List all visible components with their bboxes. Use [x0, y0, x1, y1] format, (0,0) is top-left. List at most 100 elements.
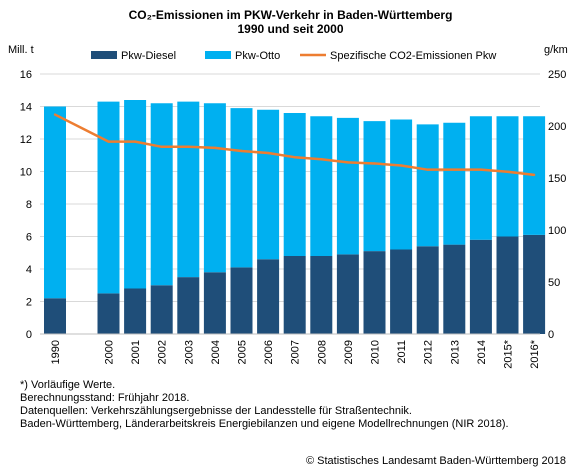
line-point	[213, 146, 217, 150]
footnotes: *) Vorläufige Werte. Berechnungsstand: F…	[20, 379, 509, 431]
x-tick-label: 2010	[370, 340, 382, 364]
chart-title-line1: CO₂-Emissionen im PKW-Verkehr in Baden-W…	[128, 8, 453, 22]
bar-diesel-2012	[416, 246, 439, 334]
line-point	[532, 173, 536, 177]
line-point	[453, 168, 456, 171]
bar-diesel-2007	[283, 256, 306, 334]
line-point	[346, 161, 350, 164]
left-tick-label: 14	[20, 102, 32, 114]
x-tick-label: 2012	[423, 340, 435, 364]
bar-diesel-2014	[469, 239, 492, 334]
x-tick-label: 2014	[476, 340, 488, 364]
left-tick-label: 12	[20, 134, 32, 146]
bar-otto-2001	[124, 100, 147, 289]
bar-otto-2006	[257, 109, 280, 260]
x-tick-label: 2016*	[529, 339, 541, 368]
line-point	[373, 162, 376, 165]
bar-otto-2015	[496, 116, 519, 237]
bar-otto-2009	[336, 117, 359, 255]
bar-otto-2002	[150, 103, 173, 286]
line-point	[266, 151, 270, 155]
line-point	[240, 149, 243, 153]
left-tick-label: 8	[26, 199, 32, 211]
bar-diesel-2006	[257, 259, 280, 334]
footnote-sources-continued: Baden-Württemberg, Länderarbeitskreis En…	[20, 418, 509, 430]
legend-item-diesel: Pkw-Diesel	[91, 50, 176, 62]
legend: Pkw-Diesel Pkw-Otto Spezifische CO2-Emissi…	[62, 38, 531, 72]
footnote-preliminary: *) Vorläufige Werte.	[20, 379, 116, 391]
bar-diesel-2004	[203, 272, 226, 334]
right-tick-label: 100	[548, 225, 566, 237]
left-tick-label: 4	[26, 264, 32, 276]
x-tick-label: 2015*	[503, 339, 515, 368]
line-point	[399, 164, 403, 167]
bar-diesel-2011	[390, 249, 413, 334]
bar-diesel-2015	[496, 236, 519, 334]
x-tick-label: 2011	[396, 340, 408, 364]
chart-title-line2: 1990 und seit 2000	[237, 22, 344, 36]
bar-otto-2010	[363, 121, 386, 252]
line-spezifische-co2	[54, 113, 535, 177]
x-tick-label: 2008	[316, 340, 328, 364]
line-point	[426, 168, 429, 171]
bar-otto-2012	[416, 124, 439, 247]
x-tick-label: 2000	[104, 340, 116, 364]
bar-diesel-2010	[363, 251, 386, 334]
bar-otto-2011	[390, 119, 413, 250]
x-tick-label: 2007	[290, 340, 302, 364]
x-tick-label: 2001	[130, 340, 142, 364]
right-tick-label: 150	[548, 173, 566, 185]
x-tick-label: 2003	[183, 340, 195, 364]
footnote-sources: Datenquellen: Verkehrszählungsergebnisse…	[20, 405, 412, 417]
legend-swatch	[205, 51, 231, 59]
legend-label: Spezifische CO2-Emissionen Pkw	[330, 50, 496, 62]
legend-item-otto: Pkw-Otto	[205, 50, 280, 62]
line-point	[293, 156, 296, 159]
bar-diesel-2000	[97, 293, 120, 334]
left-tick-label: 0	[26, 329, 32, 341]
bar-otto-2008	[310, 116, 333, 256]
bar-otto-2003	[177, 101, 200, 278]
left-tick-label: 16	[20, 69, 32, 81]
line-point	[320, 158, 323, 161]
chart-svg: 0 2 4 6 8 10 12 14 16 0 50 100 150 200 250 1990 2000 2001…	[19, 38, 567, 369]
left-axis-unit: Mill. t	[8, 44, 34, 56]
legend-background	[62, 38, 531, 72]
bar-otto-2014	[469, 116, 492, 240]
x-tick-label: 2006	[263, 340, 275, 364]
x-tick-label: 2013	[449, 340, 461, 364]
x-tick-label: 2005	[237, 340, 249, 364]
right-tick-label: 50	[548, 277, 560, 289]
bar-otto-2000	[97, 101, 120, 294]
bar-otto-1990	[44, 106, 66, 299]
legend-item-spezifisch: Spezifische CO2-Emissionen Pkw	[300, 50, 496, 62]
left-tick-label: 10	[20, 167, 32, 179]
bar-diesel-2013	[443, 244, 466, 334]
x-tick-label: 2004	[210, 340, 222, 364]
right-tick-label: 200	[548, 121, 566, 133]
chart-title: CO₂-Emissionen im PKW-Verkehr in Baden-W…	[0, 8, 581, 36]
line-point	[133, 140, 137, 143]
legend-label: Pkw-Otto	[235, 50, 280, 62]
line-point	[107, 140, 110, 143]
x-tick-label: 1990	[50, 340, 62, 364]
bar-otto-2005	[230, 108, 253, 268]
footnote-calculation-status: Berechnungsstand: Frühjahr 2018.	[20, 392, 190, 404]
line-point	[187, 145, 190, 148]
line-point	[53, 113, 57, 116]
line-point	[479, 168, 483, 171]
bar-diesel-1990	[44, 298, 66, 334]
bar-diesel-2009	[336, 254, 359, 334]
bar-diesel-2008	[310, 256, 333, 334]
x-tick-label: 2002	[157, 340, 169, 364]
legend-swatch	[91, 51, 117, 59]
bar-otto-2013	[443, 122, 466, 245]
bar-otto-2007	[283, 113, 306, 256]
x-tick-label: 2009	[343, 340, 355, 364]
left-tick-label: 6	[26, 232, 32, 244]
right-tick-label: 0	[548, 329, 554, 341]
bar-diesel-2001	[124, 288, 147, 334]
bar-diesel-2002	[150, 285, 173, 334]
copyright-notice: © Statistisches Landesamt Baden-Württemb…	[305, 455, 566, 467]
bar-otto-2004	[203, 103, 226, 273]
